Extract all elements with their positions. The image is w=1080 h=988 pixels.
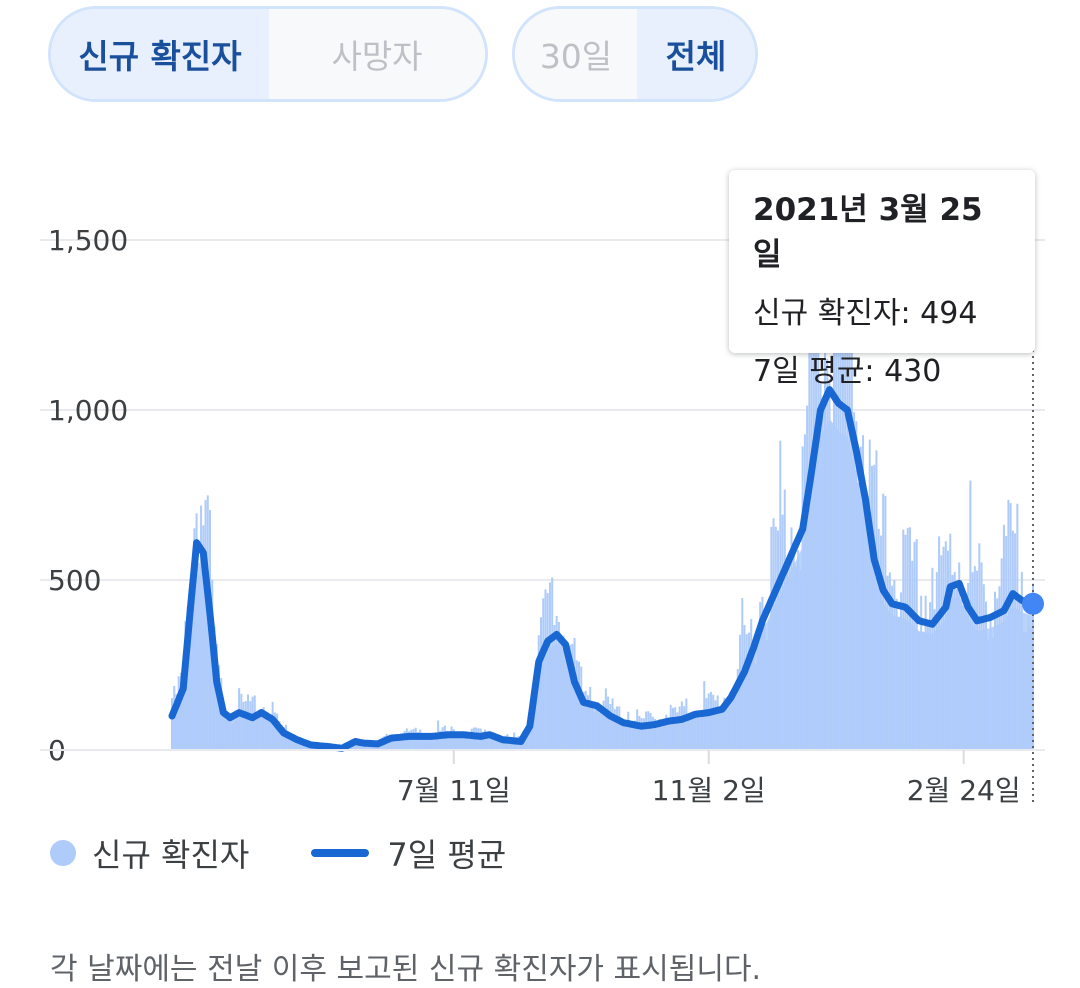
range-all-tab[interactable]: 전체: [637, 9, 755, 99]
y-tick-label: 500: [48, 564, 101, 597]
chart-footnote: 각 날짜에는 전날 이후 보고된 신규 확진자가 표시됩니다.: [50, 952, 762, 987]
legend-average-label: 7일 평균: [387, 836, 507, 874]
legend-average-marker: [311, 849, 370, 857]
y-tick-label: 1,500: [48, 224, 128, 257]
tooltip-cases: 신규 확진자: 494: [753, 296, 978, 331]
metric-toggle: 신규 확진자 사망자: [48, 6, 488, 102]
deaths-tab[interactable]: 사망자: [269, 9, 485, 99]
range-toggle: 30일 전체: [512, 6, 758, 102]
x-tick-label: 2월 24일: [907, 774, 1021, 807]
new-cases-tab[interactable]: 신규 확진자: [51, 9, 269, 99]
chart-tooltip: 2021년 3월 25일 신규 확진자: 494 7일 평균: 430: [729, 170, 1035, 389]
cases-area: [172, 418, 1033, 750]
tooltip-average: 7일 평균: 430: [753, 354, 942, 389]
tooltip-date: 2021년 3월 25일: [753, 192, 983, 273]
highlight-point: [1022, 592, 1044, 615]
x-tick-label: 11월 2일: [652, 774, 766, 807]
seven-day-average-line: [168, 386, 1037, 752]
range-30-days-tab[interactable]: 30일: [515, 9, 637, 99]
legend-cases-label: 신규 확진자: [92, 836, 250, 874]
legend-cases-marker: [50, 840, 76, 866]
x-tick-label: 7월 11일: [397, 774, 511, 807]
chart-legend: 신규 확진자 7일 평균: [50, 830, 506, 876]
y-tick-label: 1,000: [48, 394, 128, 427]
